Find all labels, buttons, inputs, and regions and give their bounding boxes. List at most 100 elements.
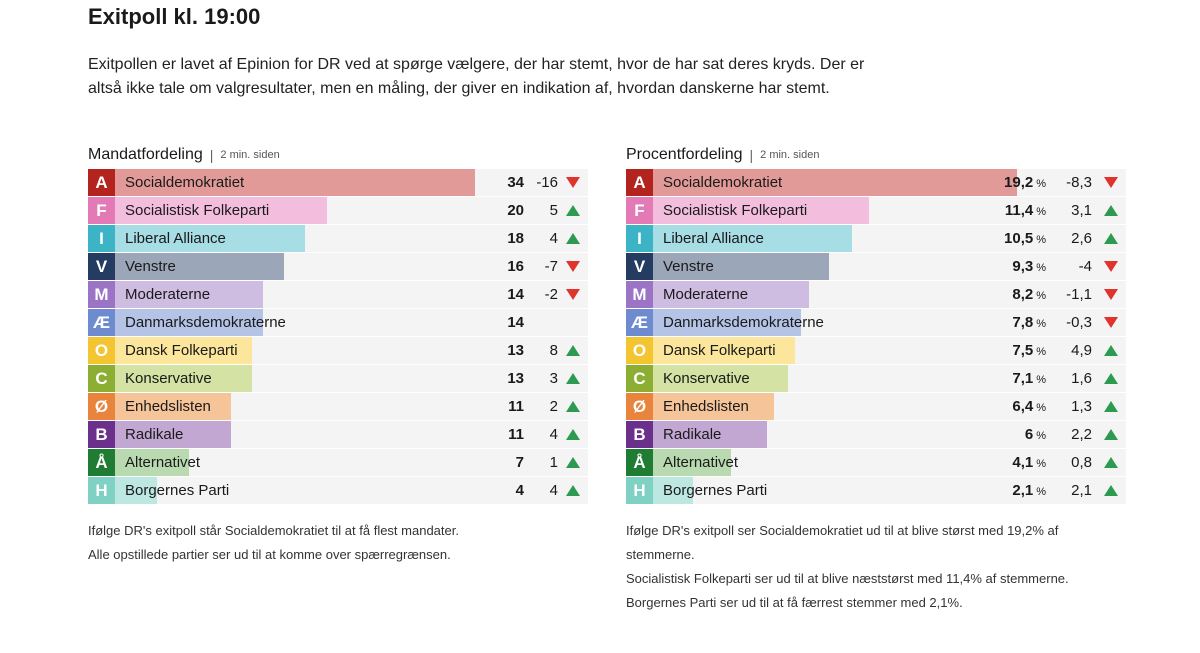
value-unit: % — [1036, 206, 1046, 218]
party-change: 8 — [549, 342, 558, 359]
value-number: 14 — [507, 314, 524, 331]
party-value: 7,1% — [1012, 365, 1046, 392]
value-number: 34 — [507, 174, 524, 191]
party-row: Æ Danmarksdemokraterne 7,8% -0,3 — [626, 309, 1126, 337]
party-value: 16 — [507, 253, 524, 280]
arrow-up-icon — [566, 205, 580, 216]
party-value: 11 — [508, 421, 524, 448]
party-value: 14 — [507, 309, 524, 336]
party-bar — [653, 169, 1017, 196]
party-bar — [115, 253, 284, 280]
party-change: 1 — [549, 454, 558, 471]
party-letter-badge: A — [626, 169, 653, 196]
value-number: 14 — [507, 286, 524, 303]
arrow-up-icon — [566, 233, 580, 244]
party-bar — [653, 393, 774, 420]
party-row: Æ Danmarksdemokraterne 14 — [88, 309, 588, 337]
value-unit: % — [1036, 290, 1046, 302]
party-name: Danmarksdemokraterne — [663, 314, 824, 331]
value-number: 4 — [515, 482, 524, 499]
value-number: 10,5 — [1004, 230, 1034, 247]
party-bar — [653, 337, 795, 364]
party-row: B Radikale 11 4 — [88, 421, 588, 449]
party-letter-badge: A — [88, 169, 115, 196]
party-name: Dansk Folkeparti — [125, 342, 238, 359]
party-change: 1,3 — [1071, 398, 1092, 415]
value-number: 20 — [507, 202, 524, 219]
arrow-up-icon — [1104, 401, 1118, 412]
party-value: 2,1% — [1012, 477, 1046, 504]
party-row: F Socialistisk Folkeparti 11,4% 3,1 — [626, 197, 1126, 225]
party-row: C Konservative 13 3 — [88, 365, 588, 393]
party-row: A Socialdemokratiet 19,2% -8,3 — [626, 169, 1126, 197]
party-value: 20 — [507, 197, 524, 224]
party-name: Dansk Folkeparti — [663, 342, 776, 359]
party-letter-badge: F — [88, 197, 115, 224]
party-bar — [653, 365, 788, 392]
mandate-timestamp: 2 min. siden — [220, 149, 280, 161]
party-letter-badge: I — [626, 225, 653, 252]
party-value: 6,4% — [1012, 393, 1046, 420]
party-bar — [115, 365, 252, 392]
mandate-notes: Ifølge DR's exitpoll står Socialdemokrat… — [88, 519, 588, 567]
party-row: M Moderaterne 8,2% -1,1 — [626, 281, 1126, 309]
bar-track — [653, 253, 1076, 280]
bar-track — [653, 449, 1076, 476]
party-value: 9,3% — [1012, 253, 1046, 280]
percent-bar-chart: A Socialdemokratiet 19,2% -8,3 F Socialistisk… — [626, 169, 1126, 505]
party-bar — [653, 197, 869, 224]
party-name: Socialdemokratiet — [663, 174, 783, 191]
value-unit: % — [1036, 262, 1046, 274]
party-change: 2,2 — [1071, 426, 1092, 443]
party-change: 2,1 — [1071, 482, 1092, 499]
party-name: Borgernes Parti — [663, 482, 768, 499]
party-name: Borgernes Parti — [125, 482, 230, 499]
party-name: Liberal Alliance — [125, 230, 226, 247]
value-number: 19,2 — [1004, 174, 1034, 191]
header-separator: | — [749, 147, 754, 163]
note-line: Ifølge DR's exitpoll ser Socialdemokrati… — [626, 523, 1059, 562]
party-value: 19,2% — [1004, 169, 1046, 196]
party-row: B Radikale 6% 2,2 — [626, 421, 1126, 449]
party-value: 34 — [507, 169, 524, 196]
value-number: 7 — [515, 454, 524, 471]
party-letter-badge: M — [626, 281, 653, 308]
party-row: F Socialistisk Folkeparti 20 5 — [88, 197, 588, 225]
value-unit: % — [1036, 402, 1046, 414]
percent-title: Procentfordeling — [626, 146, 743, 163]
bar-track — [115, 197, 538, 224]
value-number: 11 — [508, 426, 524, 443]
party-value: 4,1% — [1012, 449, 1046, 476]
party-bar — [115, 393, 231, 420]
party-letter-badge: M — [88, 281, 115, 308]
value-number: 7,8 — [1012, 314, 1034, 331]
value-number: 11 — [508, 398, 524, 415]
party-bar — [653, 449, 731, 476]
party-value: 7,5% — [1012, 337, 1046, 364]
party-letter-badge: Ø — [88, 393, 115, 420]
arrow-down-icon — [566, 177, 580, 188]
party-change: 4,9 — [1071, 342, 1092, 359]
value-number: 13 — [507, 342, 524, 359]
intro-text: Exitpollen er lavet af Epinion for DR ve… — [88, 56, 865, 97]
party-row: V Venstre 16 -7 — [88, 253, 588, 281]
party-letter-badge: Æ — [88, 309, 115, 336]
bar-track — [115, 421, 538, 448]
party-change: -0,3 — [1066, 314, 1092, 331]
party-value: 13 — [507, 337, 524, 364]
bar-track — [653, 477, 1076, 504]
bar-track — [653, 225, 1076, 252]
value-number: 13 — [507, 370, 524, 387]
mandate-header: Mandatfordeling | 2 min. siden — [88, 144, 588, 166]
party-name: Radikale — [125, 426, 184, 443]
arrow-up-icon — [566, 457, 580, 468]
party-letter-badge: C — [88, 365, 115, 392]
bar-track — [653, 309, 1076, 336]
party-letter-badge: Æ — [626, 309, 653, 336]
arrow-down-icon — [566, 261, 580, 272]
value-unit: % — [1036, 346, 1046, 358]
party-letter-badge: O — [626, 337, 653, 364]
party-name: Liberal Alliance — [663, 230, 764, 247]
bar-track — [115, 281, 538, 308]
party-value: 10,5% — [1004, 225, 1046, 252]
